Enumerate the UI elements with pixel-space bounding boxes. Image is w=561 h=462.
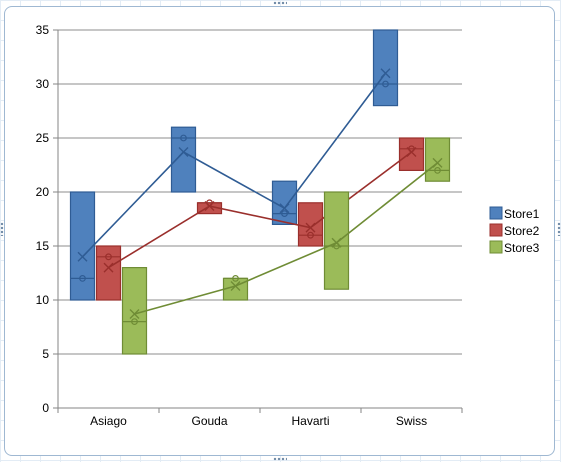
legend-label: Store3 <box>504 241 540 255</box>
mean-line <box>81 72 387 258</box>
y-tick-label: 15 <box>36 239 50 253</box>
median-marker <box>281 210 288 218</box>
median-marker <box>180 134 187 142</box>
y-tick-label: 20 <box>36 185 50 199</box>
box <box>297 202 324 247</box>
y-tick-label: 10 <box>36 293 50 307</box>
x-tick-label: Swiss <box>396 414 427 428</box>
median-marker <box>434 166 441 174</box>
y-tick-label: 25 <box>36 131 50 145</box>
median-marker <box>131 318 138 326</box>
median-marker <box>105 253 112 261</box>
resize-handle-right[interactable] <box>557 222 561 236</box>
legend-swatch <box>489 223 503 237</box>
box <box>121 267 148 355</box>
legend-swatch <box>489 206 503 220</box>
chart-area[interactable] <box>4 6 555 456</box>
median-marker <box>79 275 86 282</box>
median-marker <box>232 275 239 282</box>
legend-label: Store1 <box>504 207 540 221</box>
mean-line <box>108 151 412 269</box>
legend-label: Store2 <box>504 224 540 238</box>
x-tick-label: Asiago <box>90 414 127 428</box>
median-marker <box>307 231 314 239</box>
mean-line <box>134 162 438 315</box>
box <box>372 29 399 107</box>
resize-handle-top[interactable] <box>273 1 287 5</box>
median-marker <box>382 80 389 88</box>
resize-handle-left[interactable] <box>0 222 4 236</box>
x-tick-label: Havarti <box>291 414 329 428</box>
box <box>69 191 96 301</box>
y-tick-label: 0 <box>42 401 49 415</box>
resize-handle-bottom[interactable] <box>273 457 287 461</box>
box <box>95 245 122 301</box>
box <box>398 137 425 172</box>
y-tick-label: 30 <box>36 77 50 91</box>
x-tick-label: Gouda <box>191 414 227 428</box>
legend-swatch <box>489 240 503 254</box>
box <box>170 126 197 193</box>
y-tick-label: 5 <box>42 347 49 361</box>
box <box>271 180 298 225</box>
box <box>323 191 350 290</box>
y-tick-label: 35 <box>36 23 50 37</box>
box <box>424 137 451 182</box>
